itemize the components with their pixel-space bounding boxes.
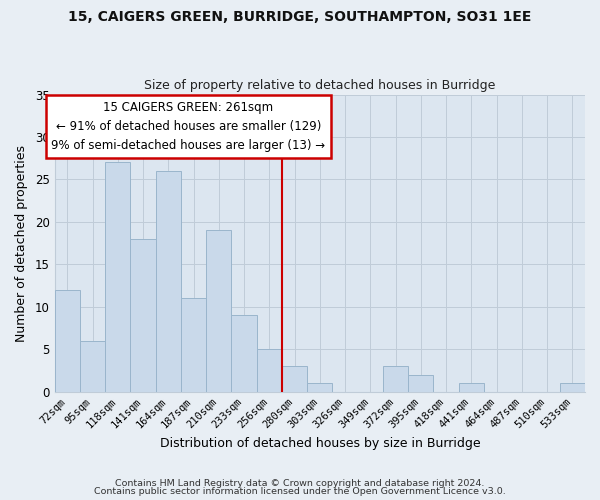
Title: Size of property relative to detached houses in Burridge: Size of property relative to detached ho… [144,79,496,92]
Bar [257,349,282,392]
Bar [408,374,433,392]
Bar [130,239,155,392]
Y-axis label: Number of detached properties: Number of detached properties [15,144,28,342]
X-axis label: Distribution of detached houses by size in Burridge: Distribution of detached houses by size … [160,437,480,450]
Bar [181,298,206,392]
Text: 15 CAIGERS GREEN: 261sqm
← 91% of detached houses are smaller (129)
9% of semi-d: 15 CAIGERS GREEN: 261sqm ← 91% of detach… [52,102,326,152]
Text: 15, CAIGERS GREEN, BURRIDGE, SOUTHAMPTON, SO31 1EE: 15, CAIGERS GREEN, BURRIDGE, SOUTHAMPTON… [68,10,532,24]
Bar [55,290,80,392]
Bar [232,315,257,392]
Bar [560,383,585,392]
Bar [383,366,408,392]
Text: Contains public sector information licensed under the Open Government Licence v3: Contains public sector information licen… [94,487,506,496]
Bar [206,230,232,392]
Bar [105,162,130,392]
Bar [307,383,332,392]
Bar [282,366,307,392]
Bar [155,171,181,392]
Bar [80,340,105,392]
Bar [459,383,484,392]
Text: Contains HM Land Registry data © Crown copyright and database right 2024.: Contains HM Land Registry data © Crown c… [115,478,485,488]
